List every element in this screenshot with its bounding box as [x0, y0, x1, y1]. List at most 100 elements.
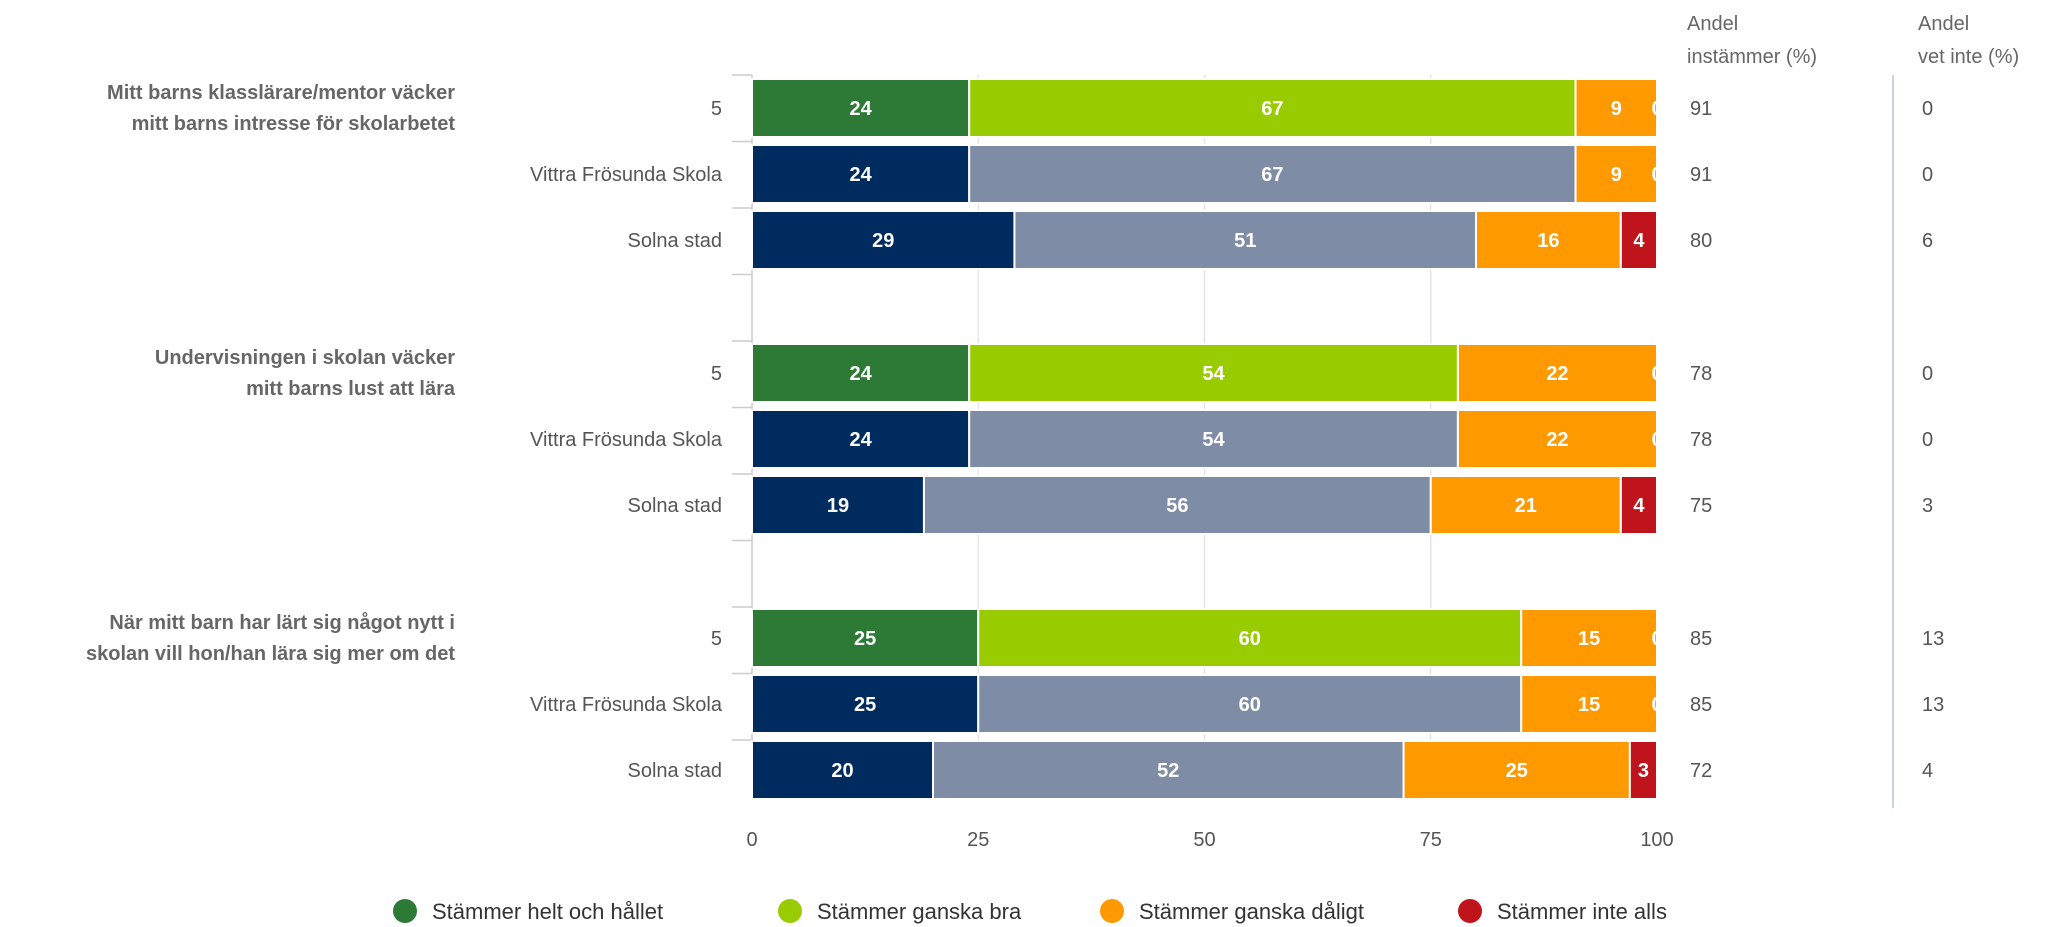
segment-value-label: 0 [1651, 164, 1662, 186]
bar-segment [1628, 740, 1658, 800]
column-header-line1: Andel [1687, 13, 1738, 35]
question-label: mitt barns lust att lära [246, 378, 456, 400]
bar-segment [932, 740, 1405, 800]
bar-segment [1619, 475, 1659, 535]
segment-value-label: 54 [1202, 363, 1225, 385]
segment-value-label: 67 [1261, 98, 1283, 120]
instammer-value: 85 [1690, 628, 1712, 650]
instammer-value: 91 [1690, 164, 1712, 186]
row-label: Solna stad [627, 230, 722, 252]
bar-segment [968, 343, 1459, 403]
segment-value-label: 0 [1651, 363, 1662, 385]
segment-value-label: 0 [1651, 694, 1662, 716]
bar-segment [751, 740, 934, 800]
instammer-value: 78 [1690, 363, 1712, 385]
row-label: Solna stad [627, 760, 722, 782]
segment-value-label: 25 [1506, 760, 1528, 782]
bar-segment [1475, 210, 1622, 270]
segment-value-label: 0 [1651, 429, 1662, 451]
bar-segment [1456, 343, 1659, 403]
question-label: skolan vill hon/han lära sig mer om det [86, 643, 455, 665]
segment-value-label: 4 [1633, 230, 1645, 252]
x-axis: 0 25 50 75 100 [746, 829, 1673, 851]
segment-value-label: 0 [1651, 628, 1662, 650]
bar-segment [751, 674, 980, 734]
row-label: Vittra Frösunda Skola [530, 429, 723, 451]
legend-label: Stämmer ganska bra [817, 899, 1022, 924]
bar-segment [968, 144, 1577, 204]
segment-value-label: 24 [849, 98, 872, 120]
vet-inte-value: 4 [1922, 760, 1933, 782]
bar-segment [1574, 78, 1659, 138]
instammer-value: 85 [1690, 694, 1712, 716]
column-header-line1: Andel [1918, 13, 1969, 35]
bar-segment [751, 608, 980, 668]
bar-segment [1456, 409, 1659, 469]
labels-layer: Mitt barns klasslärare/mentor väcker mitt… [86, 82, 1663, 782]
segment-value-label: 29 [872, 230, 894, 252]
legend-marker [1100, 899, 1124, 923]
segment-value-label: 60 [1239, 694, 1261, 716]
segment-value-label: 24 [849, 164, 872, 186]
bar-segment [1520, 608, 1658, 668]
bar-segment [1619, 210, 1659, 270]
question-label: Undervisningen i skolan väcker [155, 347, 455, 369]
segment-value-label: 0 [1651, 98, 1662, 120]
bar-segment [1520, 674, 1658, 734]
segment-value-label: 51 [1234, 230, 1256, 252]
x-tick-label: 0 [746, 829, 757, 851]
segment-value-label: 24 [849, 429, 872, 451]
bar-segment [1574, 144, 1659, 204]
vet-inte-value: 0 [1922, 363, 1933, 385]
bar-segment [751, 210, 1016, 270]
legend: Stämmer helt och hållet Stämmer ganska br… [393, 899, 1667, 924]
legend-label: Stämmer helt och hållet [432, 899, 663, 924]
legend-label: Stämmer inte alls [1497, 899, 1667, 924]
segment-value-label: 25 [854, 694, 876, 716]
x-tick-label: 25 [967, 829, 989, 851]
column-header-line2: instämmer (%) [1687, 46, 1817, 68]
bar-segment [751, 475, 925, 535]
question-label: Mitt barns klasslärare/mentor väcker [107, 82, 455, 104]
segment-value-label: 19 [827, 495, 849, 517]
instammer-value: 72 [1690, 760, 1712, 782]
row-label: Vittra Frösunda Skola [530, 164, 723, 186]
x-tick-label: 50 [1193, 829, 1215, 851]
vet-inte-value: 13 [1922, 694, 1944, 716]
segment-value-label: 15 [1578, 628, 1600, 650]
segment-value-label: 56 [1166, 495, 1188, 517]
segment-value-label: 22 [1546, 429, 1568, 451]
bar-segment [751, 409, 971, 469]
bar-segment [1429, 475, 1622, 535]
vet-inte-value: 0 [1922, 164, 1933, 186]
vet-inte-value: 13 [1922, 628, 1944, 650]
vet-inte-value: 0 [1922, 429, 1933, 451]
segment-value-label: 20 [831, 760, 853, 782]
segment-value-label: 22 [1546, 363, 1568, 385]
segment-value-label: 21 [1515, 495, 1537, 517]
bar-segment [1402, 740, 1631, 800]
vet-inte-value: 6 [1922, 230, 1933, 252]
question-label: När mitt barn har lärt sig något nytt i [109, 611, 455, 634]
vet-inte-value: 0 [1922, 98, 1933, 120]
bar-segment [751, 78, 971, 138]
bar-segment [922, 475, 1432, 535]
segment-value-label: 54 [1202, 429, 1225, 451]
column-header-line2: vet inte (%) [1918, 46, 2019, 68]
row-label: 5 [711, 628, 722, 650]
segment-value-label: 4 [1633, 495, 1645, 517]
segment-value-label: 60 [1239, 628, 1261, 650]
row-label: 5 [711, 363, 722, 385]
segment-value-label: 25 [854, 628, 876, 650]
segment-value-label: 16 [1537, 230, 1559, 252]
x-tick-label: 75 [1420, 829, 1442, 851]
segment-value-label: 9 [1611, 98, 1622, 120]
bars-layer [751, 78, 1659, 800]
legend-label: Stämmer ganska dåligt [1139, 899, 1364, 924]
vet-inte-value: 3 [1922, 495, 1933, 517]
legend-marker [1458, 899, 1482, 923]
instammer-value: 75 [1690, 495, 1712, 517]
instammer-value: 78 [1690, 429, 1712, 451]
row-label: Vittra Frösunda Skola [530, 694, 723, 716]
